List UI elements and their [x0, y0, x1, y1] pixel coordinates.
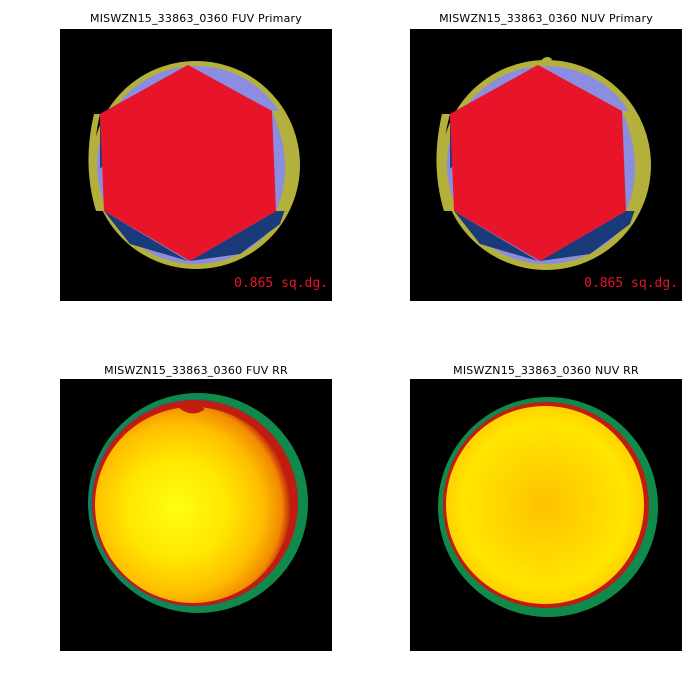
fuv-rr-plot: [88, 393, 308, 613]
area-label-nuv: 0.865 sq.dg.: [584, 276, 678, 291]
panel-title-nuv-primary: MISWZN15_33863_0360 NUV Primary: [439, 12, 653, 25]
image-fuv-primary: 0.865 sq.dg.: [60, 29, 332, 301]
dark-blue-wedge-lowleft: [104, 211, 188, 261]
panel-title-fuv-primary: MISWZN15_33863_0360 FUV Primary: [90, 12, 302, 25]
dark-blue-wedge-lowleft: [454, 211, 538, 261]
image-fuv-rr: [60, 379, 332, 651]
response-disk: [95, 407, 291, 603]
fuv-primary-plot: 0.865 sq.dg.: [88, 61, 328, 291]
top-notch: [178, 404, 205, 414]
nuv-rr-plot: [438, 397, 658, 617]
area-label-fuv: 0.865 sq.dg.: [234, 276, 328, 291]
olive-edge-top: [538, 57, 552, 67]
fuv-primary-coverage: [88, 61, 300, 269]
olive-edge-right: [272, 111, 296, 211]
panel-title-nuv-rr: MISWZN15_33863_0360 NUV RR: [453, 364, 639, 377]
image-nuv-primary: 0.865 sq.dg.: [410, 29, 682, 301]
primary-hexagon: [100, 65, 276, 261]
nuv-primary-plot: 0.865 sq.dg.: [436, 57, 678, 291]
olive-edge-left: [436, 114, 454, 211]
olive-edge-left: [88, 114, 104, 211]
dark-blue-wedge-bottom: [540, 189, 642, 261]
image-nuv-rr: [410, 379, 682, 651]
primary-hexagon: [450, 65, 626, 261]
response-disk: [446, 406, 644, 604]
olive-edge-right: [622, 111, 648, 211]
dark-blue-wedge-bottom: [190, 189, 292, 261]
nuv-primary-coverage: [436, 57, 651, 270]
panel-title-fuv-rr: MISWZN15_33863_0360 FUV RR: [104, 364, 288, 377]
